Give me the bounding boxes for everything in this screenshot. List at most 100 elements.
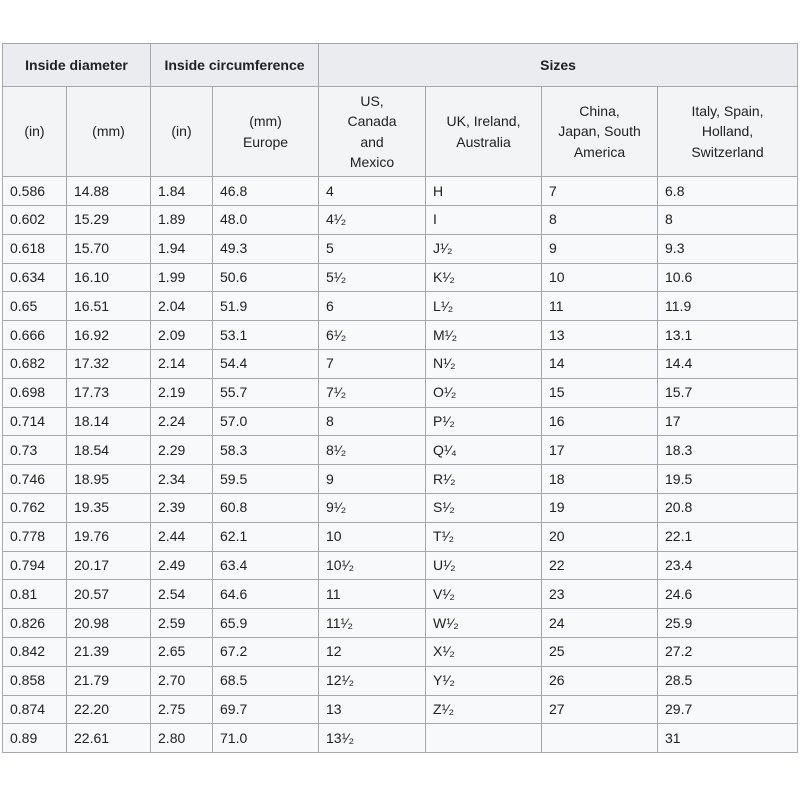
table-cell: 64.6 (212, 579, 320, 610)
table-cell: 55.7 (212, 377, 320, 408)
table-cell (425, 723, 543, 754)
table-cell: 0.762 (2, 492, 67, 523)
table-cell: 25 (541, 636, 659, 667)
table-cell: Y¹⁄₂ (425, 665, 543, 696)
table-cell: 19.35 (65, 492, 152, 523)
table-cell: 0.666 (2, 320, 67, 350)
table-cell: 20.57 (65, 579, 152, 610)
table-cell: 4 (318, 176, 427, 206)
table-row: 0.794 20.17 2.49 63.4 10¹⁄₂ U¹⁄₂ 22 23.4 (2, 550, 799, 581)
table-cell: 27 (541, 694, 659, 725)
table-cell: 6¹⁄₂ (318, 320, 427, 350)
table-cell: T¹⁄₂ (425, 521, 543, 552)
table-cell: 0.73 (2, 435, 67, 466)
table-cell: P¹⁄₂ (425, 406, 543, 437)
table-cell: 17.73 (65, 377, 152, 408)
table-cell: 8 (541, 204, 659, 235)
table-cell: 0.618 (2, 233, 67, 264)
table-row: 0.73 18.54 2.29 58.3 8¹⁄₂ Q¹⁄₄ 17 18.3 (2, 435, 799, 466)
table-row: 0.826 20.98 2.59 65.9 11¹⁄₂ W¹⁄₂ 24 25.9 (2, 608, 799, 638)
table-cell: 24 (541, 608, 659, 638)
table-cell: 2.65 (150, 636, 214, 667)
table-cell: 10 (318, 521, 427, 552)
table-cell: V¹⁄₂ (425, 579, 543, 610)
table-cell: 22.61 (65, 723, 152, 754)
table-cell: 17 (541, 435, 659, 466)
table-row: 0.858 21.79 2.70 68.5 12¹⁄₂ Y¹⁄₂ 26 28.5 (2, 665, 799, 696)
table-cell: 53.1 (212, 320, 320, 350)
table-cell: Z¹⁄₂ (425, 694, 543, 725)
table-cell: 2.54 (150, 579, 214, 610)
table-cell: 17.32 (65, 348, 152, 379)
table-cell: 23.4 (657, 550, 799, 581)
table-cell: 23 (541, 579, 659, 610)
group-header-sizes: Sizes (318, 43, 799, 87)
table-cell: 1.94 (150, 233, 214, 264)
table-cell: 2.04 (150, 291, 214, 322)
table-cell: 27.2 (657, 636, 799, 667)
table-cell: 0.746 (2, 464, 67, 494)
table-row: 0.602 15.29 1.89 48.0 4¹⁄₂ I 8 8 (2, 204, 799, 235)
table-cell: 14.4 (657, 348, 799, 379)
table-cell: 2.59 (150, 608, 214, 638)
table-body: 0.586 14.88 1.84 46.8 4 H 7 6.8 0.602 15.29 1.89 48… (2, 176, 799, 754)
table-cell: 19 (541, 492, 659, 523)
column-header-us-canada-mexico: US, Canada and Mexico (318, 85, 427, 178)
table-cell: 6 (318, 291, 427, 322)
table-cell: 7 (318, 348, 427, 379)
table-cell: 62.1 (212, 521, 320, 552)
table-cell: S¹⁄₂ (425, 492, 543, 523)
table-cell: 4¹⁄₂ (318, 204, 427, 235)
table-cell: 16 (541, 406, 659, 437)
table-cell: 18.54 (65, 435, 152, 466)
table-row: 0.778 19.76 2.44 62.1 10 T¹⁄₂ 20 22.1 (2, 521, 799, 552)
table-cell: 16.92 (65, 320, 152, 350)
column-header-diameter-in: (in) (2, 85, 67, 178)
table-cell: 7¹⁄₂ (318, 377, 427, 408)
table-cell: 18.3 (657, 435, 799, 466)
table-cell: 13 (541, 320, 659, 350)
table-cell: 8 (318, 406, 427, 437)
table-cell: 10¹⁄₂ (318, 550, 427, 581)
table-cell: 68.5 (212, 665, 320, 696)
table-cell: 0.634 (2, 262, 67, 293)
table-row: 0.714 18.14 2.24 57.0 8 P¹⁄₂ 16 17 (2, 406, 799, 437)
table-cell: 18 (541, 464, 659, 494)
table-row: 0.89 22.61 2.80 71.0 13¹⁄₂ 31 (2, 723, 799, 754)
table-cell: 13.1 (657, 320, 799, 350)
table-cell: 0.586 (2, 176, 67, 206)
table-cell: 65.9 (212, 608, 320, 638)
table-cell: 20 (541, 521, 659, 552)
table-cell: 15 (541, 377, 659, 408)
table-row: 0.842 21.39 2.65 67.2 12 X¹⁄₂ 25 27.2 (2, 636, 799, 667)
table-cell: 2.70 (150, 665, 214, 696)
table-cell: 18.14 (65, 406, 152, 437)
table-cell (541, 723, 659, 754)
table-cell: 9 (541, 233, 659, 264)
table-cell: 0.794 (2, 550, 67, 581)
table-cell: 11 (318, 579, 427, 610)
table-row: 0.65 16.51 2.04 51.9 6 L¹⁄₂ 11 11.9 (2, 291, 799, 322)
table-cell: 0.65 (2, 291, 67, 322)
table-cell: 9.3 (657, 233, 799, 264)
table-cell: 29.7 (657, 694, 799, 725)
table-cell: 67.2 (212, 636, 320, 667)
table-cell: 19.5 (657, 464, 799, 494)
table-cell: 12 (318, 636, 427, 667)
table-cell: 2.44 (150, 521, 214, 552)
table-cell: 51.9 (212, 291, 320, 322)
table-cell: 13¹⁄₂ (318, 723, 427, 754)
table-cell: 11 (541, 291, 659, 322)
table-cell: 2.24 (150, 406, 214, 437)
table-cell: 9¹⁄₂ (318, 492, 427, 523)
table-cell: R¹⁄₂ (425, 464, 543, 494)
table-cell: 15.29 (65, 204, 152, 235)
column-header-uk-ireland-australia: UK, Ireland, Australia (425, 85, 543, 178)
table-cell: 0.826 (2, 608, 67, 638)
table-cell: 58.3 (212, 435, 320, 466)
table-cell: 15.70 (65, 233, 152, 264)
table-cell: 10 (541, 262, 659, 293)
table-cell: 0.682 (2, 348, 67, 379)
column-header-circumference-mm-europe: (mm) Europe (212, 85, 320, 178)
